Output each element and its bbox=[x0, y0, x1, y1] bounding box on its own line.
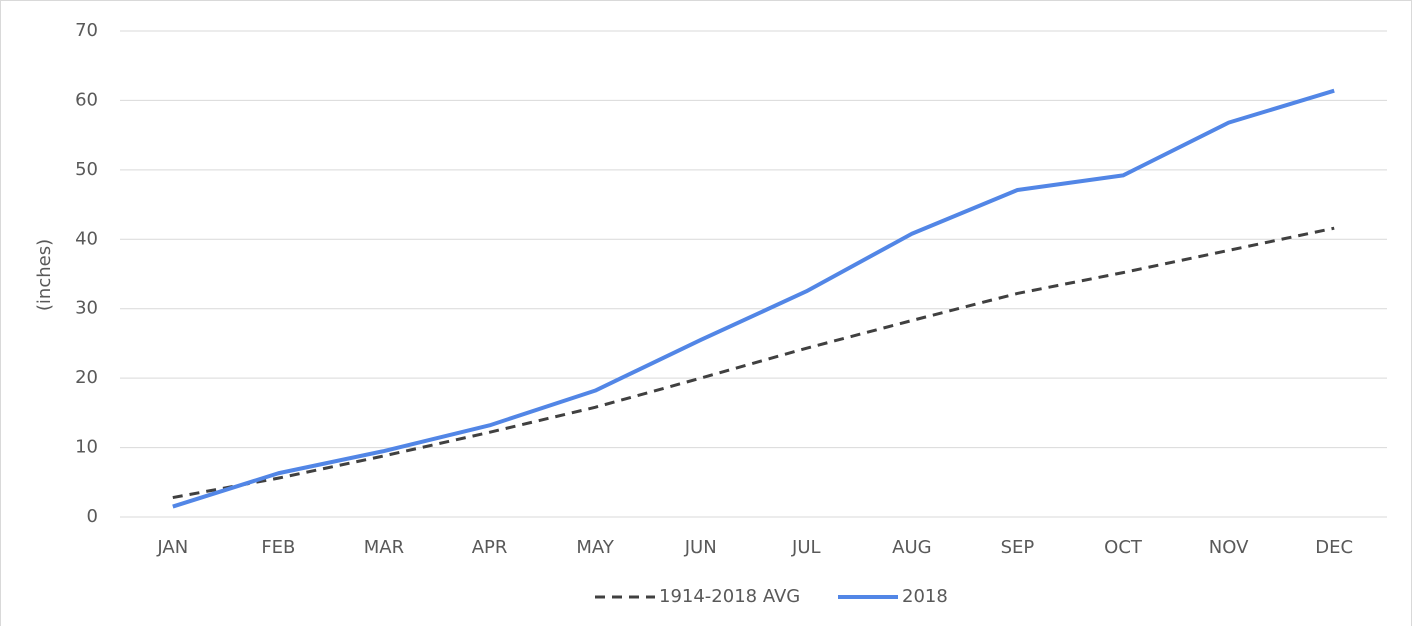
x-tick-label: OCT bbox=[1104, 537, 1143, 558]
legend-label: 2018 bbox=[902, 586, 948, 607]
x-tick-label: MAR bbox=[364, 537, 404, 558]
y-tick-label: 0 bbox=[87, 506, 98, 527]
y-tick-label: 70 bbox=[75, 20, 98, 41]
x-tick-label: APR bbox=[472, 537, 508, 558]
x-tick-label: JUN bbox=[684, 537, 717, 558]
x-tick-label: AUG bbox=[892, 537, 931, 558]
series-line bbox=[172, 88, 1335, 509]
y-tick-label: 10 bbox=[75, 437, 98, 458]
x-tick-label: SEP bbox=[1001, 537, 1035, 558]
y-axis-label: (inches) bbox=[34, 239, 55, 311]
x-tick-label: FEB bbox=[261, 537, 295, 558]
x-tick-label: JUL bbox=[791, 537, 821, 558]
series-line bbox=[172, 226, 1335, 500]
x-tick-label: MAY bbox=[576, 537, 614, 558]
y-tick-label: 40 bbox=[75, 228, 98, 249]
x-tick-label: NOV bbox=[1209, 537, 1249, 558]
y-tick-label: 20 bbox=[75, 367, 98, 388]
x-tick-label: JAN bbox=[156, 537, 188, 558]
y-tick-label: 60 bbox=[75, 89, 98, 110]
x-tick-label: DEC bbox=[1315, 537, 1353, 558]
y-tick-label: 30 bbox=[75, 298, 98, 319]
y-tick-label: 50 bbox=[75, 159, 98, 180]
legend-label: 1914-2018 AVG bbox=[659, 586, 800, 607]
